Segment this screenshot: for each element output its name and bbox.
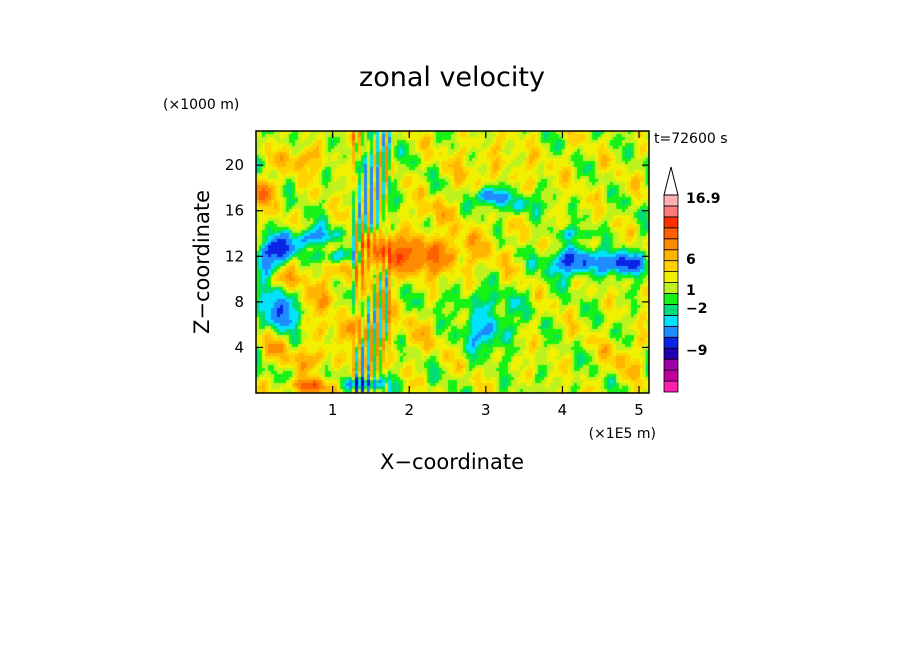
- x-axis: 1 2 3 4 5: [328, 131, 644, 419]
- colorbar-swatch: [663, 227, 679, 240]
- x-tick-label: 2: [404, 401, 414, 419]
- y-unit-label: (×1000 m): [163, 97, 239, 113]
- colorbar-swatch: [663, 293, 679, 305]
- colorbar-swatch: [663, 194, 679, 207]
- colorbar-label: −9: [686, 343, 707, 359]
- y-tick-label: 4: [234, 338, 244, 356]
- colorbar-extend-arrow: [663, 166, 679, 196]
- colorbar: 16.9 6 1 −2 −9: [663, 166, 721, 393]
- y-tick-label: 12: [225, 247, 244, 265]
- colorbar-swatch: [663, 314, 679, 327]
- colorbar-swatch: [663, 369, 679, 382]
- y-tick-label: 20: [225, 156, 244, 174]
- colorbar-swatch: [663, 336, 679, 349]
- velocity-field: [256, 131, 649, 393]
- y-tick-label: 16: [225, 202, 244, 220]
- colorbar-label: 16.9: [686, 191, 721, 207]
- plot-frame: [255, 130, 650, 394]
- colorbar-swatch: [663, 205, 679, 218]
- x-axis-title: X−coordinate: [380, 450, 524, 474]
- colorbar-swatch: [663, 238, 679, 251]
- chart-title: zonal velocity: [359, 62, 545, 93]
- colorbar-swatch: [663, 282, 679, 294]
- colorbar-swatch: [663, 271, 679, 283]
- colorbar-label: −2: [686, 301, 707, 317]
- x-tick-label: 1: [328, 401, 338, 419]
- y-tick-label: 8: [234, 293, 244, 311]
- colorbar-swatch: [663, 358, 679, 371]
- x-tick-label: 3: [481, 401, 491, 419]
- colorbar-swatch: [663, 249, 679, 262]
- time-label: t=72600 s: [654, 131, 728, 147]
- y-axis: 4 8 12 16 20: [225, 156, 649, 356]
- colorbar-swatch: [663, 347, 679, 360]
- colorbar-label: 6: [686, 252, 696, 268]
- x-tick-label: 5: [634, 401, 644, 419]
- colorbar-swatch: [663, 380, 679, 393]
- x-tick-label: 4: [558, 401, 568, 419]
- colorbar-swatch: [663, 216, 679, 229]
- x-unit-label: (×1E5 m): [589, 426, 656, 442]
- colorbar-label: 1: [686, 283, 696, 299]
- colorbar-swatch: [663, 260, 679, 273]
- y-axis-title: Z−coordinate: [190, 190, 214, 334]
- colorbar-swatch: [663, 304, 679, 316]
- colorbar-swatch: [663, 325, 679, 338]
